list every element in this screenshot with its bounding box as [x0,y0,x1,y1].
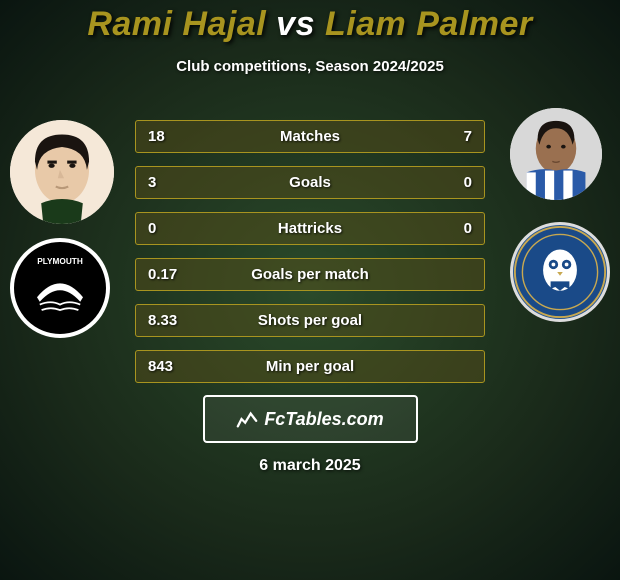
left-avatars: PLYMOUTH [10,120,114,338]
stat-row: 0Hattricks0 [135,212,485,245]
player2-club-logo [510,222,610,322]
stat-left-value: 0.17 [148,266,198,283]
stat-left-value: 843 [148,358,198,375]
page-title: Rami Hajal vs Liam Palmer [0,5,620,44]
stat-label: Goals per match [198,266,422,283]
stat-label: Min per goal [198,358,422,375]
player1-name: Rami Hajal [87,5,266,43]
player1-club-logo: PLYMOUTH [10,238,110,338]
stat-row: 3Goals0 [135,166,485,199]
header: Rami Hajal vs Liam Palmer Club competiti… [0,0,620,75]
stat-right-value: 7 [422,128,472,145]
plymouth-logo-icon: PLYMOUTH [14,242,106,334]
stat-row: 18Matches7 [135,120,485,153]
stat-label: Goals [198,174,422,191]
player2-name: Liam Palmer [325,5,533,43]
right-avatars [510,108,610,322]
comparison-card: Rami Hajal vs Liam Palmer Club competiti… [0,0,620,580]
stat-label: Shots per goal [198,312,422,329]
date-label: 6 march 2025 [259,457,360,475]
player2-face-icon [510,108,602,200]
stat-left-value: 18 [148,128,198,145]
stat-left-value: 8.33 [148,312,198,329]
player1-avatar [10,120,114,224]
stat-row: 8.33Shots per goal [135,304,485,337]
fctables-logo-icon [236,408,258,430]
stat-right-value: 0 [422,174,472,191]
stat-label: Hattricks [198,220,422,237]
stat-left-value: 0 [148,220,198,237]
player1-face-icon [10,120,114,224]
stat-right-value: 0 [422,220,472,237]
brand-text: FcTables.com [264,409,383,430]
stat-row: 0.17Goals per match [135,258,485,291]
stat-row: 843Min per goal [135,350,485,383]
footer: FcTables.com 6 march 2025 [0,395,620,475]
subtitle: Club competitions, Season 2024/2025 [0,58,620,75]
svg-text:PLYMOUTH: PLYMOUTH [37,257,83,266]
vs-label: vs [276,5,315,43]
stat-left-value: 3 [148,174,198,191]
sheffield-wednesday-logo-icon [513,225,607,319]
player2-avatar [510,108,602,200]
stat-label: Matches [198,128,422,145]
stats-table: 18Matches73Goals00Hattricks00.17Goals pe… [135,120,485,383]
brand-badge: FcTables.com [203,395,418,443]
